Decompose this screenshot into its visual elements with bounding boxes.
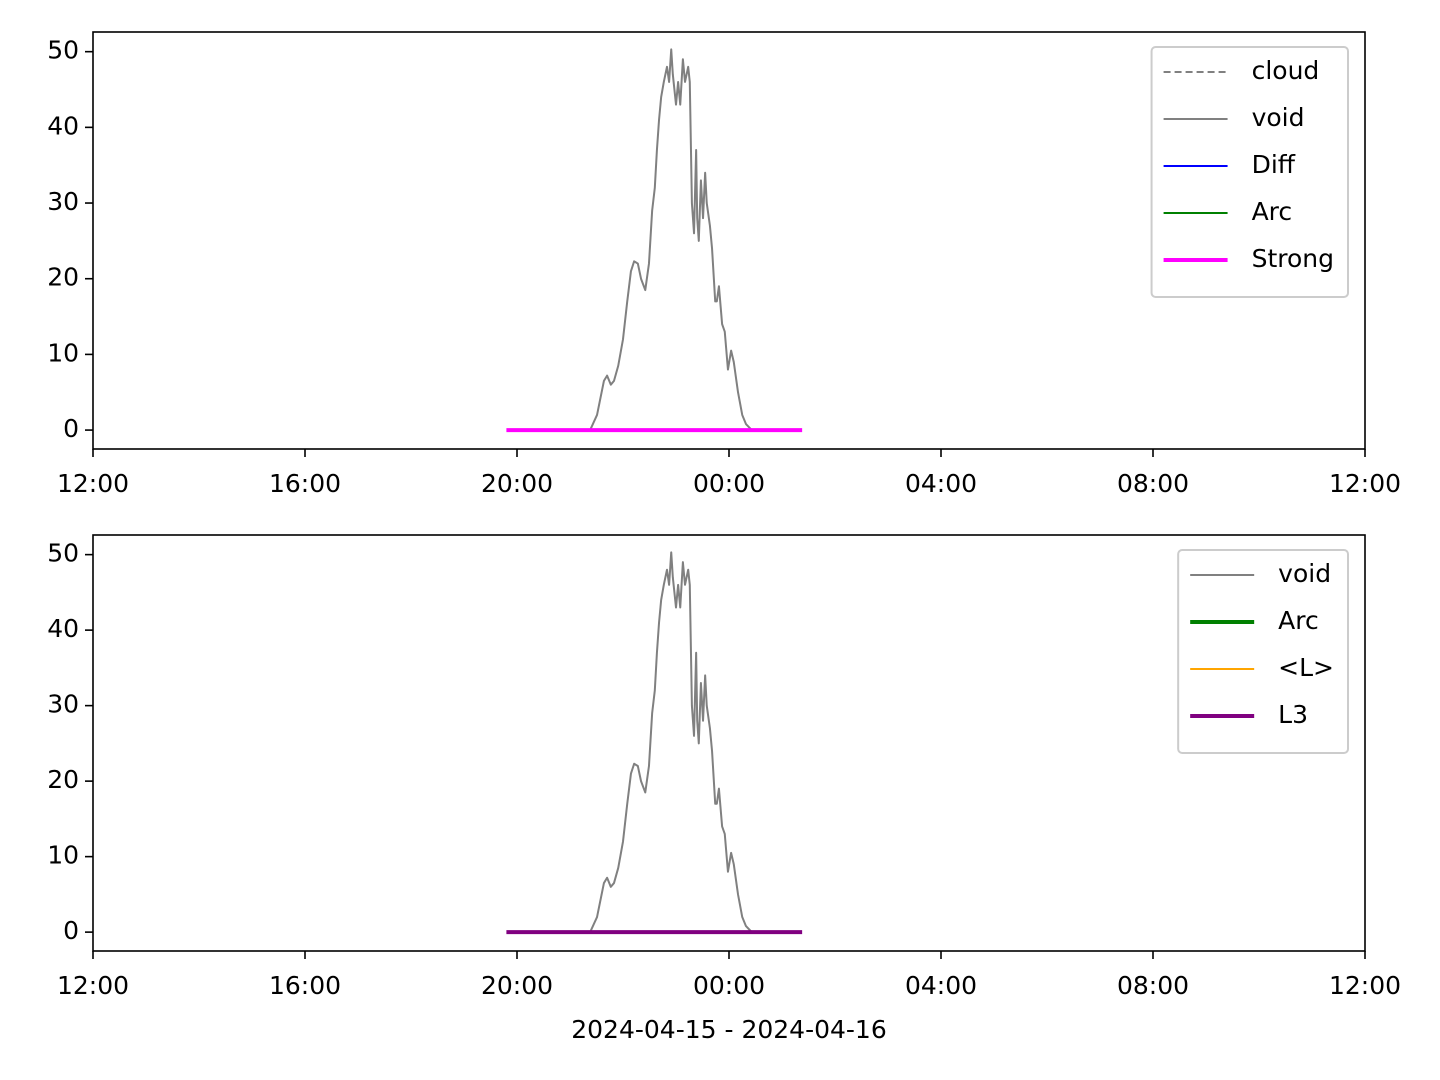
y-tick-label: 0 (63, 414, 79, 443)
y-tick-label: 50 (47, 36, 79, 65)
legend-label: Arc (1278, 606, 1319, 635)
y-tick-label: 20 (47, 263, 79, 292)
x-tick-label: 00:00 (693, 971, 765, 1000)
series-line (589, 48, 753, 431)
legend-label: Strong (1252, 244, 1334, 273)
legend-label: void (1278, 559, 1331, 588)
axes-frame (92, 31, 1366, 450)
x-tick-label: 08:00 (1117, 469, 1189, 498)
x-tick-label: 08:00 (1117, 971, 1189, 1000)
x-tick-label: 20:00 (481, 469, 553, 498)
legend-label: Arc (1252, 197, 1293, 226)
x-tick-label: 00:00 (693, 469, 765, 498)
x-tick-label: 12:00 (57, 469, 129, 498)
y-tick-label: 30 (47, 690, 79, 719)
y-tick-label: 10 (47, 338, 79, 367)
x-tick-label: 20:00 (481, 971, 553, 1000)
x-axis-label: 2024-04-15 - 2024-04-16 (571, 1015, 887, 1044)
x-tick-label: 04:00 (905, 469, 977, 498)
y-tick-label: 20 (47, 765, 79, 794)
x-tick-label: 16:00 (269, 469, 341, 498)
legend-label: <L> (1278, 653, 1334, 682)
y-tick-label: 10 (47, 841, 79, 870)
y-tick-label: 40 (47, 614, 79, 643)
x-tick-label: 12:00 (1329, 469, 1401, 498)
legend-box (1150, 46, 1349, 298)
series-line (589, 551, 753, 933)
y-tick-label: 40 (47, 111, 79, 140)
y-tick-label: 0 (63, 916, 79, 945)
legend-label: cloud (1252, 56, 1320, 85)
x-tick-label: 12:00 (1329, 971, 1401, 1000)
x-tick-label: 16:00 (269, 971, 341, 1000)
legend-box (1177, 549, 1349, 754)
x-tick-label: 04:00 (905, 971, 977, 1000)
legend-label: L3 (1278, 700, 1308, 729)
x-tick-label: 12:00 (57, 971, 129, 1000)
y-tick-label: 30 (47, 187, 79, 216)
axes-frame (92, 534, 1366, 952)
legend-label: Diff (1252, 150, 1296, 179)
legend-label: void (1252, 103, 1305, 132)
y-tick-label: 50 (47, 539, 79, 568)
